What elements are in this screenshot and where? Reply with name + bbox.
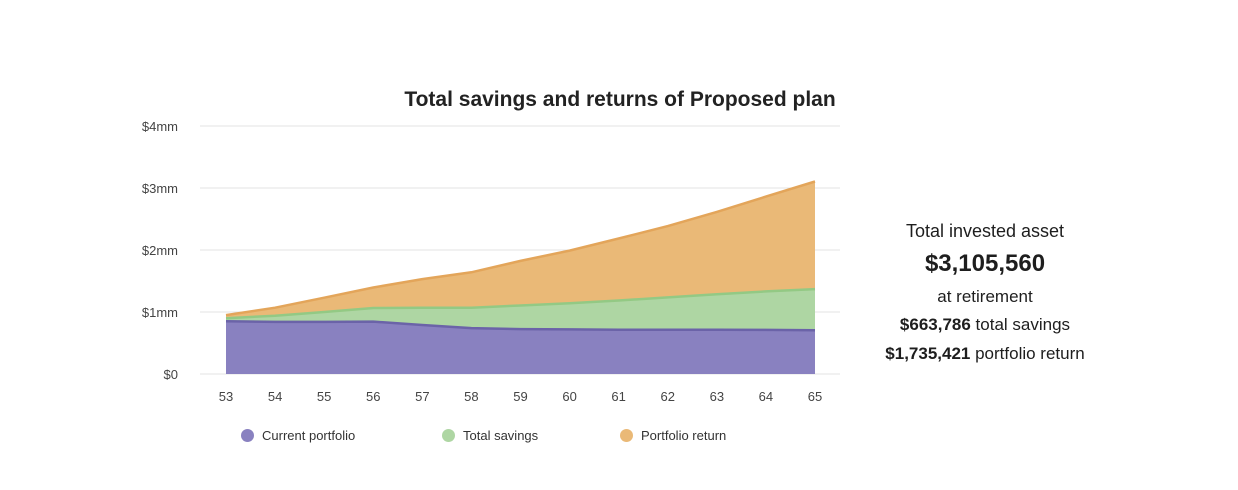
line-return: [225, 180, 816, 317]
summary-savings-text: total savings: [970, 315, 1071, 334]
x-tick-label: 57: [415, 389, 429, 404]
x-tick-label: 60: [562, 389, 576, 404]
legend-label-return: Portfolio return: [641, 428, 727, 443]
x-tick-label: 54: [268, 389, 282, 404]
area-savings: [226, 289, 815, 331]
summary-return-text: portfolio return: [970, 344, 1085, 363]
summary-return: $1,735,421 portfolio return: [850, 339, 1120, 368]
x-tick-label: 56: [366, 389, 380, 404]
y-tick-label: $2mm: [142, 243, 178, 258]
x-tick-label: 61: [611, 389, 625, 404]
x-tick-label: 58: [464, 389, 478, 404]
legend-item-return: Portfolio return: [620, 428, 726, 443]
summary-when: at retirement: [937, 287, 1033, 306]
area-current: [226, 321, 815, 374]
legend-swatch-savings: [442, 429, 455, 442]
y-tick-label: $4mm: [142, 119, 178, 134]
x-tick-label: 64: [759, 389, 773, 404]
summary-amount: $3,105,560: [924, 250, 1046, 277]
area-return: [226, 181, 815, 319]
legend-swatch-current: [241, 429, 254, 442]
legend-label-current: Current portfolio: [262, 428, 356, 443]
summary-panel: Total invested asset $3,105,560 at retir…: [850, 218, 1120, 368]
x-tick-label: 55: [317, 389, 331, 404]
summary-savings-amount: $663,786: [899, 315, 971, 334]
legend-item-savings: Total savings: [442, 428, 538, 443]
line-savings: [225, 287, 816, 320]
x-tick-label: 63: [710, 389, 724, 404]
x-tick-label: 59: [513, 389, 527, 404]
summary-label: Total invested asset: [905, 221, 1065, 241]
legend-label-savings: Total savings: [463, 428, 539, 443]
legend-item-current: Current portfolio: [241, 428, 355, 443]
legend-swatch-return: [620, 429, 633, 442]
x-tick-label: 53: [219, 389, 233, 404]
line-current: [225, 320, 816, 332]
y-tick-label: $3mm: [142, 181, 178, 196]
summary-savings: $663,786 total savings: [850, 310, 1120, 339]
summary-return-amount: $1,735,421: [885, 344, 971, 363]
chart-title: Total savings and returns of Proposed pl…: [404, 88, 836, 111]
y-tick-label: $0: [164, 367, 178, 382]
y-tick-label: $1mm: [142, 305, 178, 320]
x-tick-label: 65: [808, 389, 822, 404]
x-tick-label: 62: [661, 389, 675, 404]
